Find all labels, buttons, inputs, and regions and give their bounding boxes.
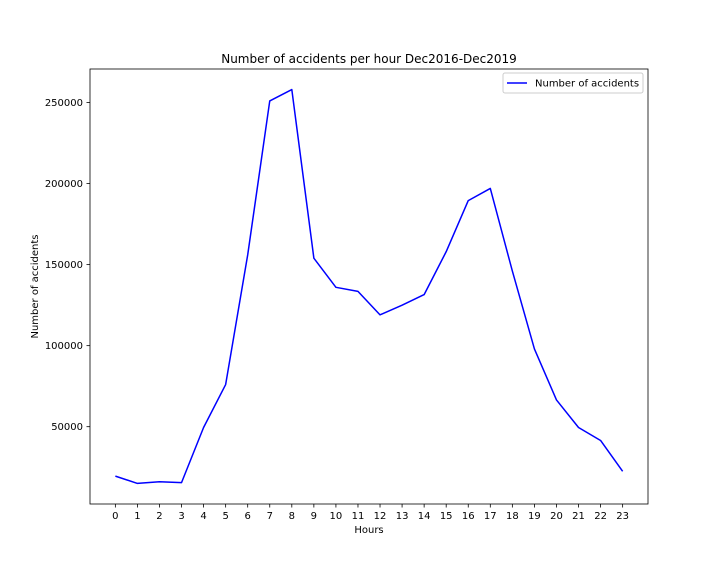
x-tick-label: 16 xyxy=(462,511,475,522)
x-tick-label: 3 xyxy=(178,511,184,522)
chart-title: Number of accidents per hour Dec2016-Dec… xyxy=(221,52,517,66)
y-tick-label: 200000 xyxy=(45,179,83,190)
x-tick-label: 19 xyxy=(528,511,541,522)
x-tick-label: 21 xyxy=(572,511,585,522)
x-tick-label: 13 xyxy=(396,511,409,522)
x-tick-label: 0 xyxy=(112,511,118,522)
x-axis: 0 1 2 3 4 5 6 7 8 9 10 11 12 13 14 15 16 17 18 19 20 21 22 23 xyxy=(112,504,629,522)
x-tick-label: 20 xyxy=(550,511,563,522)
x-tick-label: 18 xyxy=(506,511,519,522)
series-line-number-of-accidents xyxy=(115,88,624,485)
legend-label: Number of accidents xyxy=(535,79,639,90)
x-tick-label: 6 xyxy=(245,511,251,522)
y-axis: 50000 100000 150000 200000 250000 xyxy=(45,98,90,433)
x-tick-label: 7 xyxy=(267,511,273,522)
x-tick-label: 23 xyxy=(616,511,629,522)
legend: Number of accidents xyxy=(502,72,644,94)
y-tick-label: 100000 xyxy=(45,341,83,352)
plot-area xyxy=(90,69,648,504)
x-tick-label: 12 xyxy=(374,511,387,522)
y-tick-label: 150000 xyxy=(45,260,83,271)
x-tick-label: 14 xyxy=(418,511,431,522)
x-tick-label: 10 xyxy=(330,511,343,522)
y-tick-label: 250000 xyxy=(45,98,83,109)
x-tick-label: 2 xyxy=(156,511,162,522)
x-tick-label: 4 xyxy=(200,511,206,522)
x-tick-label: 17 xyxy=(484,511,497,522)
x-tick-label: 15 xyxy=(440,511,453,522)
legend-box xyxy=(502,72,644,94)
y-axis-label: Number of accidents xyxy=(30,234,41,338)
x-axis-label: Hours xyxy=(354,525,383,536)
plot-frame xyxy=(89,68,649,505)
x-tick-label: 11 xyxy=(352,511,365,522)
x-tick-label: 8 xyxy=(289,511,295,522)
x-tick-label: 5 xyxy=(222,511,228,522)
x-tick-label: 1 xyxy=(134,511,140,522)
x-tick-label: 9 xyxy=(311,511,317,522)
y-tick-label: 50000 xyxy=(51,422,83,433)
x-tick-label: 22 xyxy=(594,511,607,522)
